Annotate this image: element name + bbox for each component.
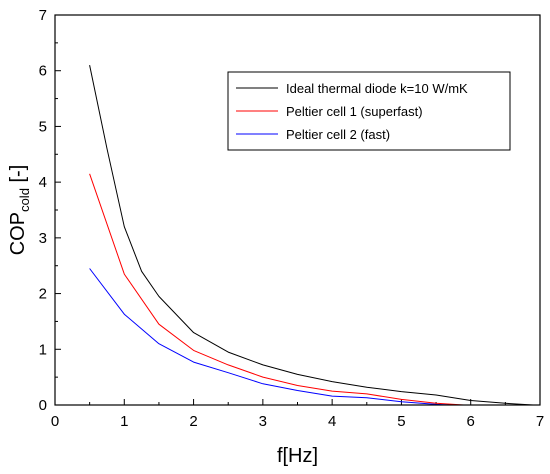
series-layer bbox=[89, 64, 534, 406]
y-tick-label: 6 bbox=[39, 63, 47, 80]
legend: Ideal thermal diode k=10 W/mK Peltier cel… bbox=[227, 71, 511, 151]
plot-frame bbox=[54, 14, 541, 406]
y-tick-label: 2 bbox=[39, 286, 47, 303]
x-tick-label: 3 bbox=[259, 413, 267, 430]
legend-label: Ideal thermal diode k=10 W/mK bbox=[286, 81, 468, 96]
y-axis-ticks: 0 1 2 3 4 5 6 7 bbox=[39, 7, 61, 414]
y-axis-title-unit: [-] bbox=[7, 165, 29, 188]
x-tick-label: 2 bbox=[189, 413, 197, 430]
x-tick-label: 0 bbox=[51, 413, 59, 430]
y-tick-label: 3 bbox=[39, 230, 47, 247]
legend-label: Peltier cell 2 (fast) bbox=[286, 127, 390, 142]
legend-label: Peltier cell 1 (superfast) bbox=[286, 104, 423, 119]
series-line bbox=[89, 268, 450, 406]
x-tick-label: 5 bbox=[397, 413, 405, 430]
y-tick-label: 1 bbox=[39, 341, 47, 358]
x-axis-ticks: 0 1 2 3 4 5 6 7 bbox=[51, 399, 544, 430]
x-tick-label: 4 bbox=[328, 413, 336, 430]
y-axis-title-main: COP bbox=[7, 212, 29, 255]
x-tick-label: 1 bbox=[120, 413, 128, 430]
x-axis-title: f[Hz] bbox=[277, 445, 318, 467]
series-line bbox=[89, 64, 534, 406]
x-tick-label: 7 bbox=[536, 413, 544, 430]
y-tick-label: 5 bbox=[39, 118, 47, 135]
y-axis-title-sub: cold bbox=[17, 188, 32, 212]
y-tick-label: 7 bbox=[39, 7, 47, 24]
series-line bbox=[89, 173, 464, 406]
x-tick-label: 6 bbox=[467, 413, 475, 430]
y-axis-title: COPcold [-] bbox=[7, 165, 32, 256]
y-tick-label: 4 bbox=[39, 174, 47, 191]
y-tick-label: 0 bbox=[39, 397, 47, 414]
